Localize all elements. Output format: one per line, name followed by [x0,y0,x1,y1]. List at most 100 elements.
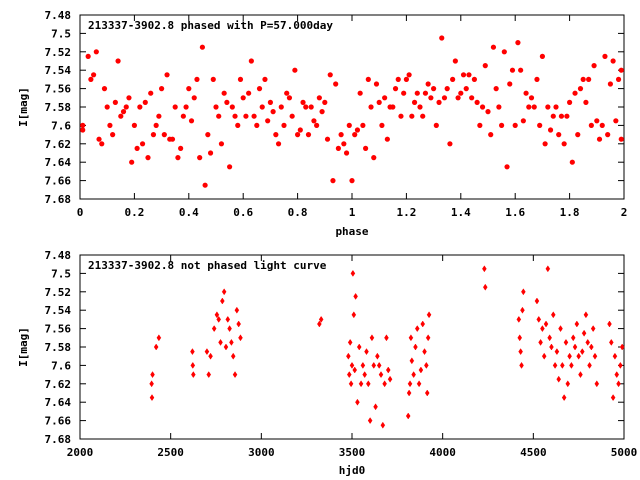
chart-0-y-tick-label: 7.68 [45,193,72,206]
chart-0-data-point [518,67,524,73]
chart-1-data-point [353,292,358,300]
chart-0-data-point [191,95,197,101]
chart-1-data-point [574,320,580,328]
chart-0-data-point [553,104,559,110]
chart-0-data-point [586,76,592,82]
chart-1-data-point [583,311,589,319]
chart-1-data-point [229,338,234,346]
chart-0-data-point [607,81,614,87]
chart-1-data-point [416,380,422,388]
chart-0-data-point [335,145,341,151]
chart-0-data-point [297,127,303,133]
chart-0-data-point [256,86,263,92]
chart-0-data-point [286,95,293,101]
chart-0-data-point [561,141,567,147]
chart-0-data-point [216,113,222,119]
chart-1-data-point [482,283,488,291]
chart-0-data-point [319,109,325,115]
chart-0-data-point [572,90,578,96]
chart-1-data-point [426,311,432,319]
chart-1-title: 213337-3902.8 not phased light curve [88,259,327,272]
chart-0-data-point [558,113,565,119]
chart-1-data-point [545,265,551,273]
chart-1-data-point [411,371,416,379]
chart-1-data-point [518,348,523,356]
chart-1-x-tick-label: 2500 [157,446,184,459]
chart-0-data-point [409,113,415,119]
chart-1-x-axis-label: hjd0 [339,464,366,477]
chart-0-data-point [414,90,420,96]
chart-0-data-point [180,113,186,119]
chart-0-data-point [526,104,532,110]
chart-0-data-point [575,132,581,138]
chart-1-y-tick-label: 7.52 [45,286,72,299]
chart-1-data-point [563,338,569,346]
chart-1-data-point [541,352,547,360]
chart-0-data-point [471,76,477,82]
chart-1-data-point [356,343,362,351]
chart-1-data-point [362,371,367,379]
chart-1-data-point [572,343,578,351]
chart-0-data-point [534,76,540,82]
chart-1-data-point [614,371,620,379]
chart-1-data-point [538,338,543,346]
chart-1-y-tick-label: 7.6 [51,359,71,372]
chart-1-x-tick-label: 3000 [248,446,275,459]
chart-0-data-point [618,136,624,142]
chart-0-data-point [172,104,178,110]
chart-0-data-point [365,76,371,82]
chart-0-data-point [202,182,208,188]
chart-1-data-point [589,343,594,351]
chart-0-data-point [564,113,570,119]
chart-0-data-point [479,104,486,110]
chart-0-x-tick-label: 0.4 [179,206,199,219]
chart-0-data-point [142,99,148,105]
chart-0-data-point [126,95,132,101]
chart-1-data-point [587,361,592,369]
chart-0-data-point [254,122,260,128]
chart-0-data-point [411,99,418,105]
chart-1-data-point [543,320,549,328]
chart-1-data-point [346,352,351,360]
chart-1-data-point [380,421,386,429]
chart-0-x-axis-label: phase [335,225,368,238]
chart-0-data-point [186,86,192,92]
chart-1-data-point [220,297,225,305]
chart-0-plot-frame [79,14,625,200]
chart-0-data-point [346,122,352,128]
chart-1-data-point [534,297,540,305]
chart-0-y-tick-label: 7.64 [45,156,72,169]
chart-1-data-point [609,338,614,346]
chart-1-data-point [211,325,217,333]
chart-0-data-point [376,99,382,105]
chart-0-data-point [556,132,562,138]
chart-0-data-point [131,122,137,128]
chart-0-data-point [224,99,230,105]
chart-0-data-point [343,150,350,156]
chart-0-data-point [401,90,407,96]
chart-0-data-point [175,155,181,161]
chart-1-data-point [520,306,525,314]
chart-0-title: 213337-3902.8 phased with P=57.000day [88,19,333,32]
chart-0-data-point [466,72,472,78]
chart-0-data-point [463,86,469,92]
chart-0-data-point [265,118,271,124]
chart-0-x-tick-label: 0.6 [233,206,253,219]
chart-1-x-tick-label: 5000 [611,446,638,459]
chart-1-data-point [204,348,210,356]
chart-0-data-point [509,67,516,73]
chart-0-data-point [169,136,176,142]
chart-1-data-point [191,371,196,379]
chart-1-data-point [616,380,621,388]
phased-light-curve-panel: 0 0.2 0.4 0.6 0.8 1 1.2 1.4 1.6 1.8 2 7.48 7.5 7.52 7.… [17,9,627,238]
chart-1-data-point [223,343,229,351]
chart-0-data-point [428,95,434,101]
chart-1-data-point [556,375,562,383]
chart-0-data-point [450,76,456,82]
chart-0-data-point [96,136,102,142]
chart-1-data-point [234,306,240,314]
chart-0-data-point [602,53,608,60]
chart-0-y-tick-label: 7.66 [45,175,72,188]
chart-1-data-point [425,334,431,342]
chart-1-data-point [378,371,384,379]
